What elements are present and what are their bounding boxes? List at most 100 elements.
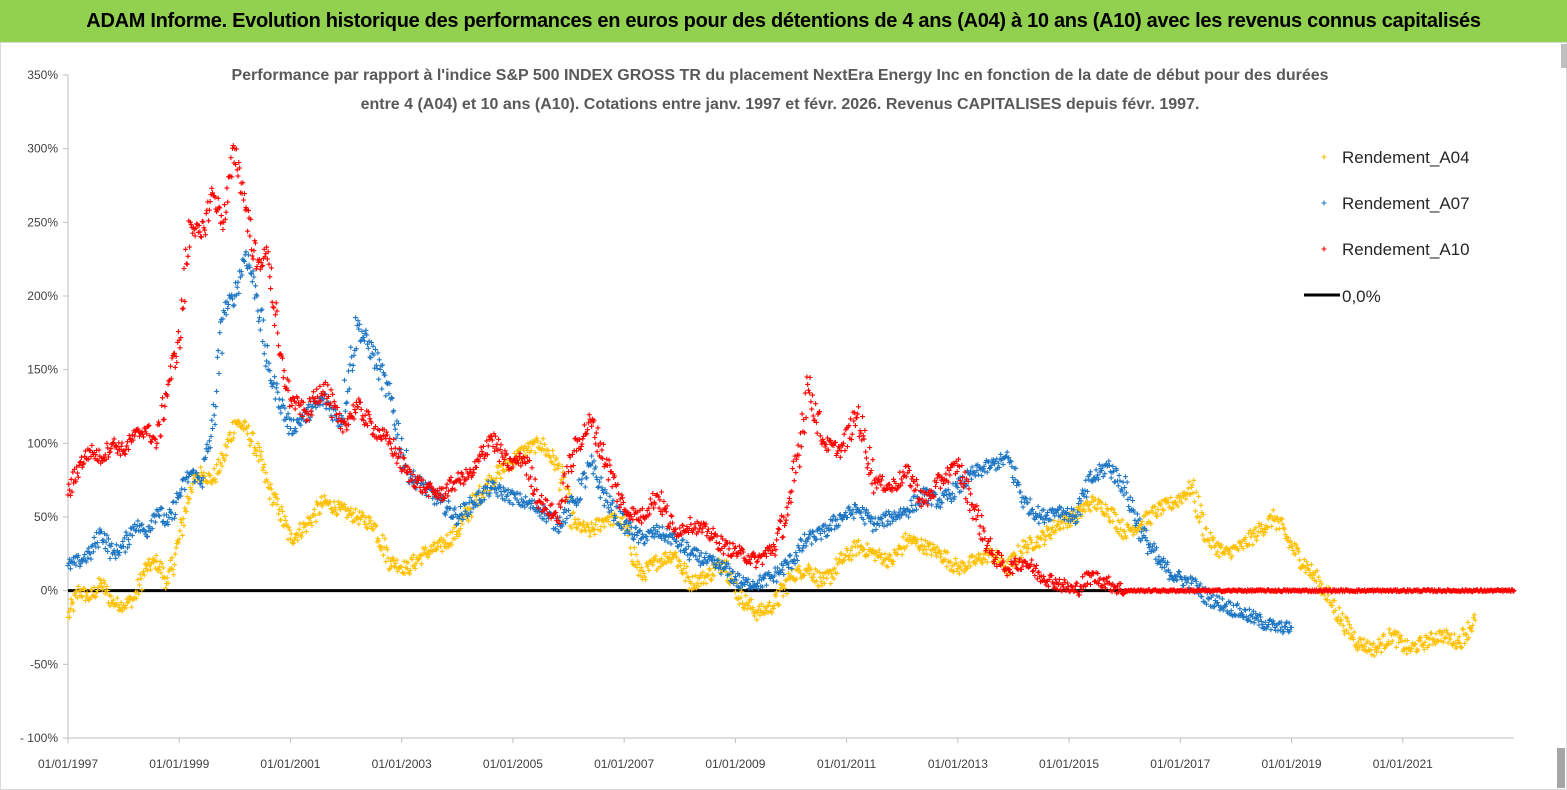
- data-point: [924, 486, 930, 492]
- data-point: [132, 433, 138, 439]
- data-point: [415, 478, 421, 483]
- data-point: [1007, 567, 1012, 573]
- data-point: [1405, 638, 1410, 643]
- data-point: [1374, 649, 1380, 655]
- data-point: [443, 545, 449, 551]
- resize-handle-top[interactable]: [1561, 44, 1567, 68]
- data-point: [172, 364, 178, 370]
- data-point: [141, 572, 147, 578]
- data-point: [402, 467, 408, 473]
- data-point: [199, 473, 205, 479]
- data-point: [1053, 510, 1059, 516]
- data-point: [65, 492, 71, 498]
- data-point: [578, 481, 584, 487]
- data-point: [389, 395, 395, 401]
- data-point: [166, 568, 172, 574]
- data-point: [1074, 580, 1080, 586]
- data-point: [872, 558, 878, 563]
- data-point: [542, 442, 548, 447]
- data-point: [179, 532, 185, 538]
- data-point: [379, 386, 385, 392]
- data-point: [146, 556, 152, 562]
- data-point: [909, 476, 915, 482]
- x-tick-label: 01/01/2017: [1150, 757, 1210, 771]
- data-point: [311, 507, 317, 512]
- data-point: [917, 497, 923, 503]
- data-point: [280, 522, 286, 528]
- data-point: [911, 508, 917, 514]
- data-point: [922, 538, 928, 544]
- data-point: [1025, 542, 1031, 548]
- data-point: [412, 485, 418, 490]
- data-point: [184, 261, 190, 267]
- data-point: [673, 526, 679, 532]
- data-point: [651, 534, 657, 540]
- data-point: [252, 238, 258, 244]
- data-point: [1229, 553, 1235, 559]
- data-point: [847, 508, 853, 514]
- data-point: [114, 542, 119, 548]
- data-point: [82, 586, 88, 592]
- data-point: [697, 526, 703, 532]
- data-point: [275, 496, 281, 502]
- data-point: [840, 443, 846, 449]
- data-point: [1181, 583, 1186, 588]
- data-point: [510, 464, 516, 470]
- data-point: [240, 422, 246, 428]
- data-point: [578, 443, 584, 449]
- data-point: [1436, 629, 1442, 635]
- resize-handle-bottom[interactable]: [1557, 748, 1565, 788]
- data-point: [201, 225, 207, 231]
- data-point: [600, 456, 606, 461]
- data-point: [581, 422, 587, 428]
- data-point: [481, 494, 486, 500]
- data-point: [704, 533, 710, 539]
- data-point: [315, 502, 320, 508]
- data-point: [67, 493, 73, 498]
- data-point: [876, 547, 882, 553]
- data-point: [995, 460, 1001, 466]
- data-point: [919, 496, 925, 502]
- data-point: [79, 594, 85, 600]
- data-point: [498, 442, 504, 448]
- data-point: [554, 514, 560, 520]
- data-point: [784, 591, 790, 597]
- data-point: [609, 484, 615, 490]
- data-point: [130, 437, 136, 443]
- x-tick-label: 01/01/2011: [817, 757, 876, 771]
- data-point: [780, 593, 786, 599]
- data-point: [199, 484, 205, 490]
- data-point: [793, 470, 799, 476]
- data-point: [373, 347, 378, 353]
- data-point: [230, 435, 236, 441]
- data-point: [1118, 581, 1124, 587]
- data-point: [1053, 528, 1059, 533]
- data-point: [357, 321, 363, 327]
- data-point: [484, 438, 490, 444]
- data-point: [1358, 637, 1364, 643]
- data-point: [196, 223, 202, 229]
- data-point: [136, 591, 142, 597]
- data-point: [139, 587, 145, 593]
- data-point: [806, 390, 812, 396]
- data-point: [308, 520, 314, 526]
- data-point: [392, 422, 397, 428]
- data-point: [487, 437, 493, 442]
- data-point: [1379, 641, 1385, 647]
- y-tick-label: 300%: [27, 142, 58, 156]
- data-point: [309, 412, 315, 418]
- data-point: [300, 416, 306, 422]
- data-point: [198, 234, 204, 239]
- data-point: [573, 499, 579, 505]
- data-point: [1103, 502, 1109, 507]
- data-point: [145, 534, 150, 540]
- data-point: [760, 575, 766, 581]
- data-point: [275, 389, 281, 395]
- data-point: [236, 290, 242, 296]
- data-point: [690, 552, 696, 558]
- data-point: [594, 477, 600, 482]
- data-point: [1251, 620, 1257, 626]
- data-point: [144, 562, 150, 568]
- data-point: [163, 585, 169, 591]
- data-point: [1121, 590, 1127, 596]
